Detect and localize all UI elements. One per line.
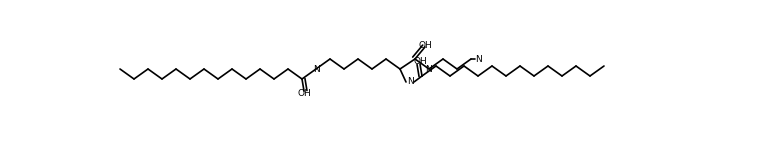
Text: OH: OH	[297, 89, 311, 97]
Text: OH: OH	[413, 58, 427, 66]
Text: N: N	[426, 65, 432, 73]
Text: N: N	[312, 65, 319, 73]
Text: OH: OH	[418, 41, 432, 49]
Text: N: N	[475, 55, 482, 63]
Text: N: N	[407, 77, 413, 86]
